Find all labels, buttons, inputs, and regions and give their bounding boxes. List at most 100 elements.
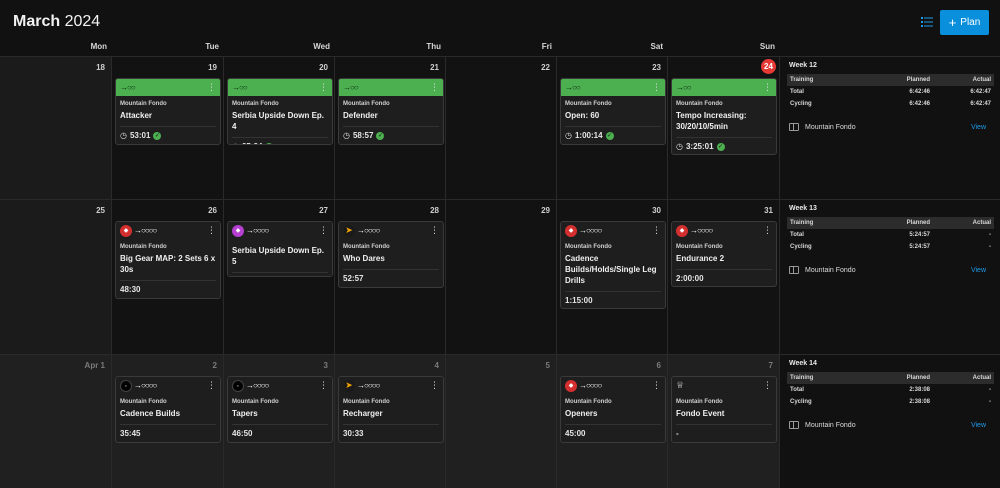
coach-logo-icon: ◆ xyxy=(676,224,688,237)
workout-name: Attacker xyxy=(120,111,153,120)
coach-logo-icon: ➤ xyxy=(343,379,355,392)
summary-cell: Cycling xyxy=(790,244,812,250)
day-cell[interactable]: 21 →○○ ⋮ Mountain Fondo Defender ◷ 58:57 ✓ xyxy=(335,57,446,199)
day-header-sun: Sun xyxy=(759,42,775,51)
workout-card[interactable]: →○○ ⋮ Mountain Fondo Defender ◷ 58:57 ✓ xyxy=(338,78,444,145)
list-icon[interactable] xyxy=(921,16,933,28)
workout-footer: 52:57 xyxy=(343,269,439,283)
day-cell[interactable]: 4 ➤ →○○○○ ⋮ Mountain Fondo Recharger 30:33 xyxy=(335,355,446,488)
more-options-icon[interactable]: ⋮ xyxy=(430,82,439,92)
day-cell[interactable]: 31 ◆ →○○○○ ⋮ Mountain Fondo Endurance 2 2:00:0… xyxy=(668,200,780,354)
coach-logo-icon: ➤ xyxy=(343,224,355,237)
week-summary: Week 13 Training Planned Actual Total 5:24:57… xyxy=(783,200,996,354)
day-cell[interactable]: 23 →○○ ⋮ Mountain Fondo Open: 60 ◷ 1:00:14 ✓ xyxy=(557,57,668,199)
view-plan-link[interactable]: View xyxy=(970,421,986,429)
view-plan-link[interactable]: View xyxy=(970,266,986,274)
workout-card[interactable]: • →○○○○ ⋮ Mountain Fondo Tapers 46:50 xyxy=(227,376,333,443)
day-cell[interactable]: 30 ◆ →○○○○ ⋮ Mountain Fondo Cadence Builds/Ho… xyxy=(557,200,668,354)
more-options-icon[interactable]: ⋮ xyxy=(430,225,439,235)
date-number: 23 xyxy=(652,63,661,72)
day-cell[interactable]: 5 xyxy=(446,355,557,488)
day-cell[interactable]: 29 xyxy=(446,200,557,354)
workout-name: Serbia Upside Down Ep. 4 xyxy=(232,111,325,131)
workout-footer: 45:00 xyxy=(565,424,661,438)
day-cell[interactable]: 22 xyxy=(446,57,557,199)
day-cell[interactable]: 2 • →○○○○ ⋮ Mountain Fondo Cadence Builds 35:4… xyxy=(112,355,224,488)
view-plan-link[interactable]: View xyxy=(970,123,986,131)
add-plan-button[interactable]: + Plan xyxy=(940,10,989,35)
day-cell[interactable]: 19 →○○ ⋮ Mountain Fondo Attacker ◷ 53:01 ✓ xyxy=(112,57,224,199)
workout-card[interactable]: • →○○○○ ⋮ Mountain Fondo Cadence Builds 35:45 xyxy=(115,376,221,443)
workout-footer: - xyxy=(676,424,772,438)
bike-icon: →○○○○ xyxy=(579,226,602,235)
date-number: 31 xyxy=(764,206,773,215)
bike-icon: →○○ xyxy=(343,83,359,92)
workout-card[interactable]: →○○ ⋮ Mountain Fondo Serbia Upside Down Ep.… xyxy=(227,78,333,145)
day-cell[interactable]: 20 →○○ ⋮ Mountain Fondo Serbia Upside Down E… xyxy=(224,57,335,199)
calendar-grid: 18 19 →○○ ⋮ Mountain Fondo Attacker ◷ 53:01 ✓ 20 →… xyxy=(0,56,1000,488)
date-number: Apr 1 xyxy=(84,361,105,370)
workout-card[interactable]: →○○ ⋮ Mountain Fondo Attacker ◷ 53:01 ✓ xyxy=(115,78,221,145)
workout-duration: 25:34 xyxy=(242,142,262,144)
more-options-icon[interactable]: ⋮ xyxy=(319,225,328,235)
day-cell[interactable]: 27 ◆→○○○○ ⋮ Serbia Upside Down Ep. 5 28:30 xyxy=(224,200,335,354)
workout-duration: 2:00:00 xyxy=(676,274,704,283)
more-options-icon[interactable]: ⋮ xyxy=(763,82,772,92)
more-options-icon[interactable]: ⋮ xyxy=(319,82,328,92)
summary-cell: 6:42:46 xyxy=(909,89,930,95)
workout-card-header: ➤ →○○○○ ⋮ xyxy=(339,222,443,239)
summary-cell: Total xyxy=(790,232,804,238)
day-cell[interactable]: 26 ◆ →○○○○ ⋮ Mountain Fondo Big Gear MAP: 2 S… xyxy=(112,200,224,354)
workout-card[interactable]: →○○ ⋮ Mountain Fondo Tempo Increasing: 30/2… xyxy=(671,78,777,155)
date-number: 20 xyxy=(319,63,328,72)
day-cell[interactable]: 18 xyxy=(0,57,112,199)
coach-logo-icon: ◆ xyxy=(565,379,577,392)
workout-card-body: Mountain Fondo Attacker ◷ 53:01 ✓ xyxy=(116,96,220,144)
more-options-icon[interactable]: ⋮ xyxy=(763,380,772,390)
workout-card[interactable]: →○○ ⋮ Mountain Fondo Open: 60 ◷ 1:00:14 ✓ xyxy=(560,78,666,145)
more-options-icon[interactable]: ⋮ xyxy=(430,380,439,390)
workout-card[interactable]: ➤ →○○○○ ⋮ Mountain Fondo Who Dares 52:57 xyxy=(338,221,444,288)
date-number: 25 xyxy=(96,206,105,215)
date-number: 19 xyxy=(208,63,217,72)
completed-check-icon: ✓ xyxy=(605,131,614,140)
summary-cell: - xyxy=(989,387,991,393)
more-options-icon[interactable]: ⋮ xyxy=(652,82,661,92)
workout-card[interactable]: ♕ ⋮ Mountain Fondo Fondo Event - xyxy=(671,376,777,443)
day-cell[interactable]: 3 • →○○○○ ⋮ Mountain Fondo Tapers 46:50 xyxy=(224,355,335,488)
day-cell[interactable]: Apr 1 xyxy=(0,355,112,488)
day-header-row: Mon Tue Wed Thu Fri Sat Sun xyxy=(0,42,780,56)
week-row: 25 26 ◆ →○○○○ ⋮ Mountain Fondo Big Gear MAP: 2… xyxy=(0,200,1000,355)
more-options-icon[interactable]: ⋮ xyxy=(652,225,661,235)
date-number: 30 xyxy=(652,206,661,215)
more-options-icon[interactable]: ⋮ xyxy=(319,380,328,390)
day-cell[interactable]: 6 ◆ →○○○○ ⋮ Mountain Fondo Openers 45:00 xyxy=(557,355,668,488)
workout-card[interactable]: ◆ →○○○○ ⋮ Mountain Fondo Cadence Builds/Hold… xyxy=(560,221,666,309)
day-cell[interactable]: 24 →○○ ⋮ Mountain Fondo Tempo Increasing: 30… xyxy=(668,57,780,199)
workout-card-header: ♕ ⋮ xyxy=(672,377,776,394)
bike-icon: →○○○○ xyxy=(134,381,157,390)
workout-source: Mountain Fondo xyxy=(565,244,612,250)
top-bar: March 2024 + Plan xyxy=(0,0,1000,42)
more-options-icon[interactable]: ⋮ xyxy=(763,225,772,235)
day-cell[interactable]: 28 ➤ →○○○○ ⋮ Mountain Fondo Who Dares 52:57 xyxy=(335,200,446,354)
workout-card[interactable]: ◆ →○○○○ ⋮ Mountain Fondo Endurance 2 2:00:00 xyxy=(671,221,777,287)
more-options-icon[interactable]: ⋮ xyxy=(207,82,216,92)
coach-logo-icon: ◆ xyxy=(565,224,577,237)
workout-duration: 35:45 xyxy=(120,429,141,438)
summary-row: Cycling 6:42:46 6:42:47 xyxy=(787,98,994,110)
more-options-icon[interactable]: ⋮ xyxy=(207,380,216,390)
bike-icon: →○○○○ xyxy=(246,381,269,390)
workout-card[interactable]: ◆ →○○○○ ⋮ Mountain Fondo Openers 45:00 xyxy=(560,376,666,443)
workout-card[interactable]: ◆ →○○○○ ⋮ Mountain Fondo Big Gear MAP: 2 Set… xyxy=(115,221,221,299)
day-cell[interactable]: 25 xyxy=(0,200,112,354)
workout-card-header: →○○ ⋮ xyxy=(339,79,443,96)
more-options-icon[interactable]: ⋮ xyxy=(652,380,661,390)
more-options-icon[interactable]: ⋮ xyxy=(207,225,216,235)
day-cell[interactable]: 7 ♕ ⋮ Mountain Fondo Fondo Event - xyxy=(668,355,780,488)
bike-icon: →○○○○ xyxy=(357,381,380,390)
workout-duration: 3:25:01 xyxy=(685,142,714,151)
workout-duration: 52:57 xyxy=(343,274,364,283)
workout-card[interactable]: ◆→○○○○ ⋮ Serbia Upside Down Ep. 5 28:30 xyxy=(227,221,333,277)
workout-card[interactable]: ➤ →○○○○ ⋮ Mountain Fondo Recharger 30:33 xyxy=(338,376,444,443)
